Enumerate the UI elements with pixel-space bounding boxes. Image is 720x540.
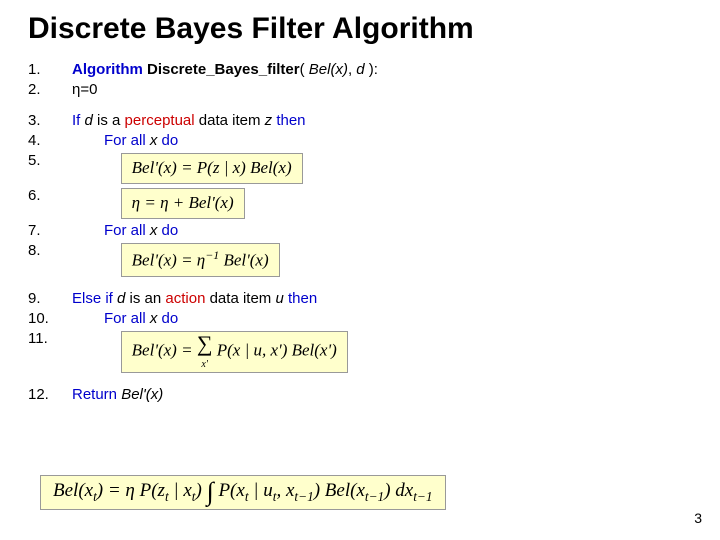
step-content: Return Bel'(x)	[72, 385, 378, 405]
step-content: η=0	[72, 80, 378, 100]
step-num: 6.	[28, 186, 72, 221]
step-num: 11.	[28, 329, 72, 375]
bottom-equation: Bel(xt) = η P(zt | xt) ∫ P(xt | ut, xt−1…	[40, 473, 446, 512]
slide-title: Discrete Bayes Filter Algorithm	[28, 12, 692, 46]
step-num: 3.	[28, 111, 72, 131]
step-content: If d is a perceptual data item z then	[72, 111, 378, 131]
step-num: 7.	[28, 221, 72, 241]
step-num: 2.	[28, 80, 72, 100]
step-content: Bel'(x) = η−1 Bel'(x)	[72, 241, 378, 279]
formula-line11: Bel'(x) = ∑x' P(x | u, x') Bel(x')	[121, 331, 348, 373]
formula-line5: Bel'(x) = P(z | x) Bel(x)	[121, 153, 303, 184]
step-content: η = η + Bel'(x)	[72, 186, 378, 221]
page-number: 3	[694, 510, 702, 526]
algorithm-listing: 1. Algorithm Discrete_Bayes_filter( Bel(…	[28, 60, 378, 405]
formula-line6: η = η + Bel'(x)	[121, 188, 245, 219]
step-content: Bel'(x) = ∑x' P(x | u, x') Bel(x')	[72, 329, 378, 375]
step-content: Algorithm Discrete_Bayes_filter( Bel(x),…	[72, 60, 378, 80]
step-content: For all x do	[72, 309, 378, 329]
step-content: For all x do	[72, 131, 378, 151]
formula-line8: Bel'(x) = η−1 Bel'(x)	[121, 243, 280, 277]
step-content: Bel'(x) = P(z | x) Bel(x)	[72, 151, 378, 186]
step-num: 8.	[28, 241, 72, 279]
step-num: 9.	[28, 289, 72, 309]
step-num: 10.	[28, 309, 72, 329]
step-content: For all x do	[72, 221, 378, 241]
integral-icon: ∫	[207, 484, 214, 500]
step-num: 5.	[28, 151, 72, 186]
step-num: 1.	[28, 60, 72, 80]
step-num: 12.	[28, 385, 72, 405]
step-content: Else if d is an action data item u then	[72, 289, 378, 309]
step-num: 4.	[28, 131, 72, 151]
